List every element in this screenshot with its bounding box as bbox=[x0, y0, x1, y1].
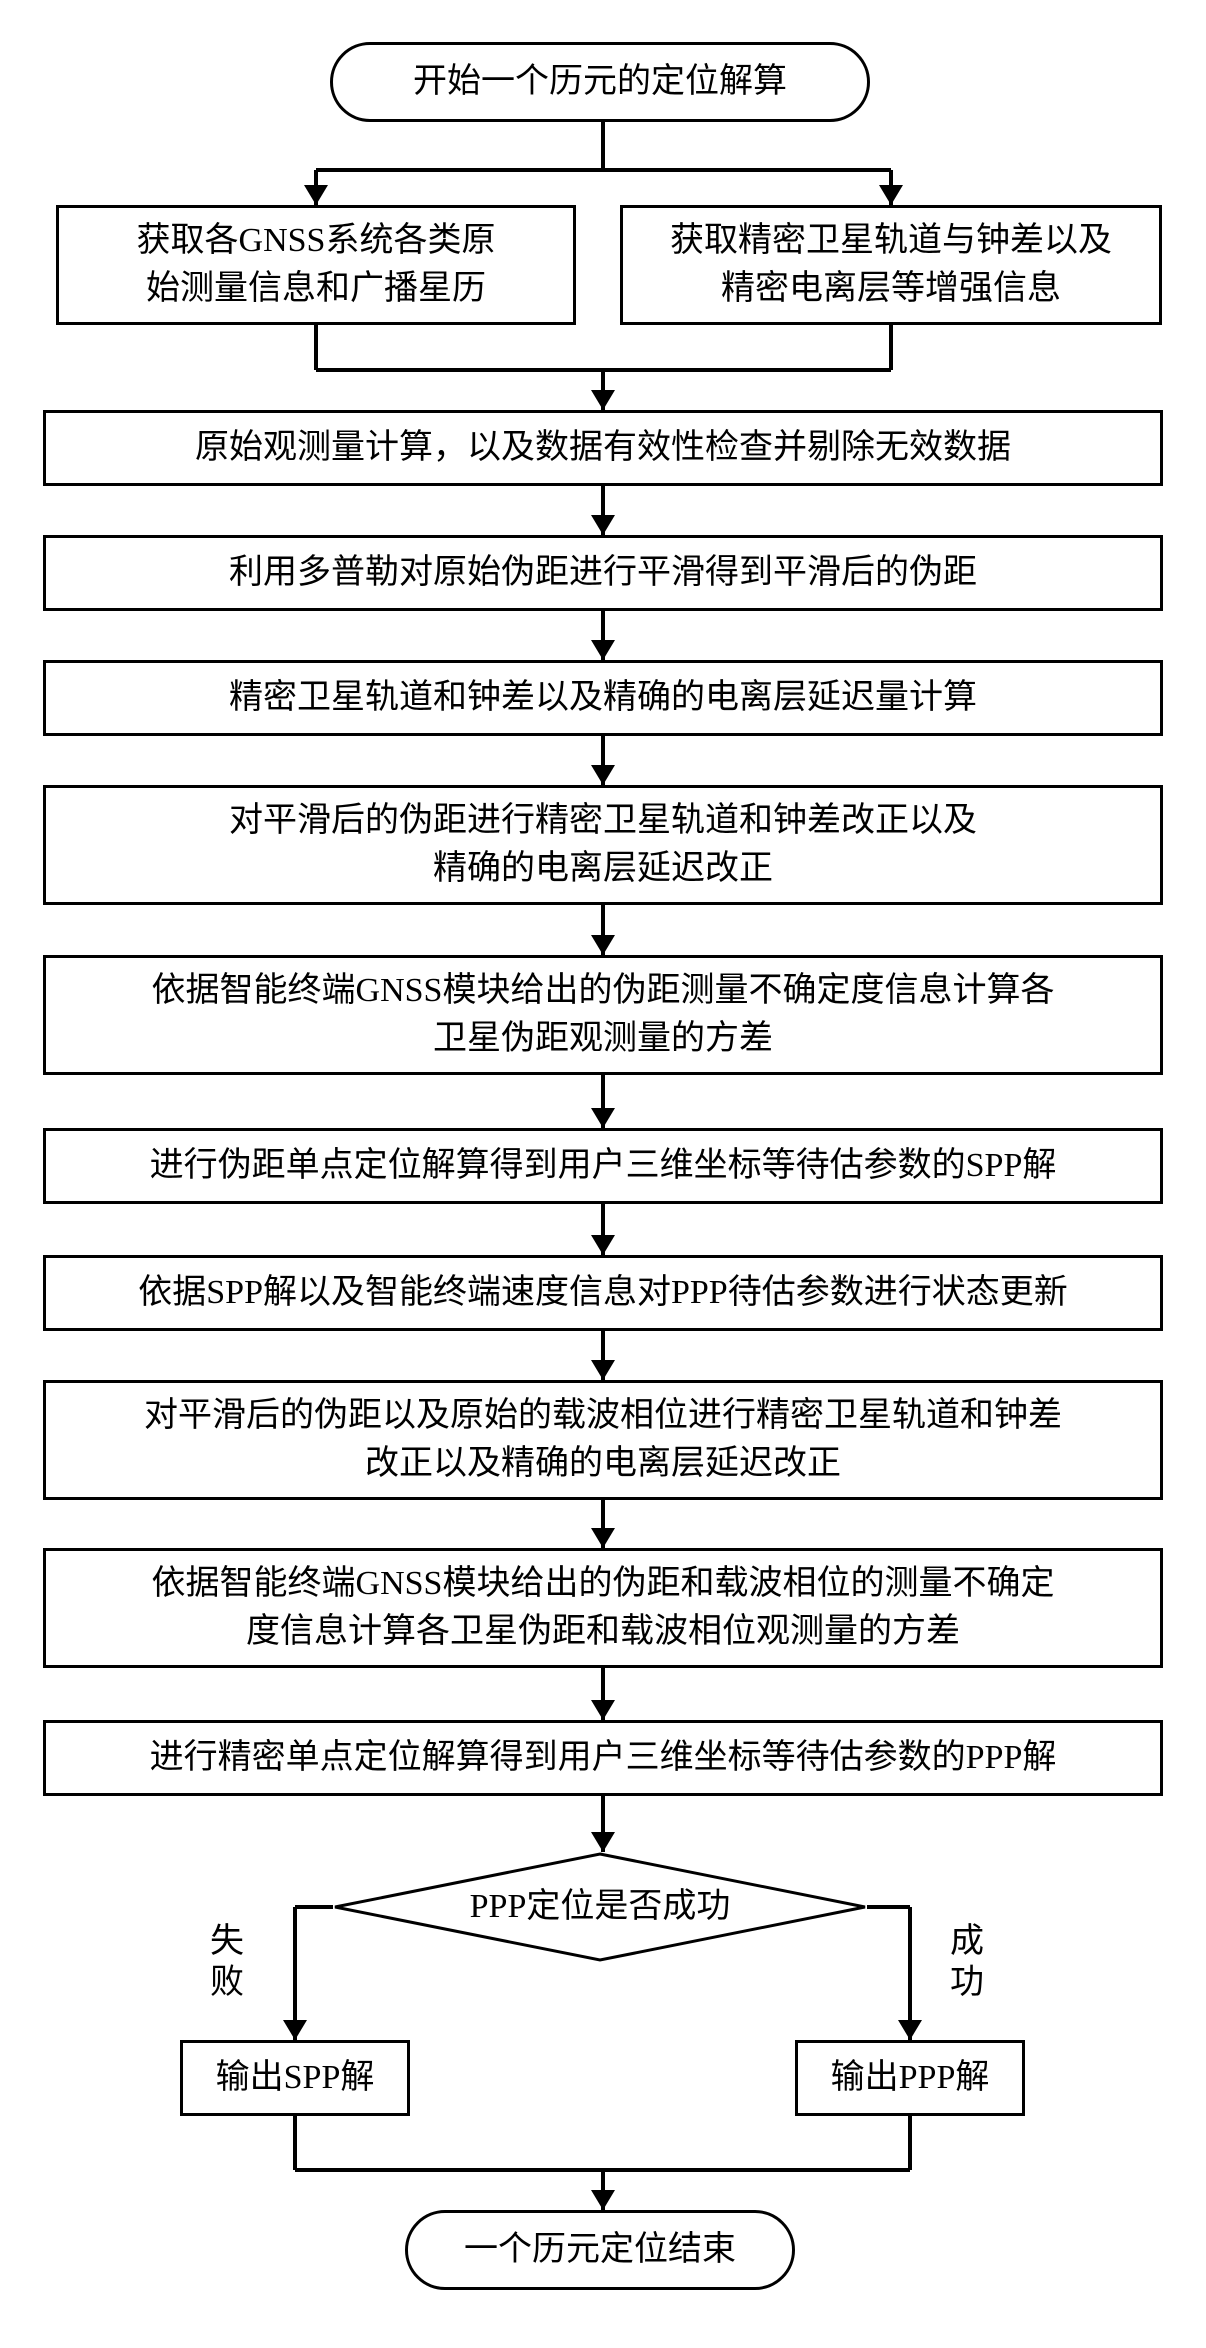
flowchart-node-p10: 依据智能终端GNSS模块给出的伪距和载波相位的测量不确定 度信息计算各卫星伪距和… bbox=[43, 1548, 1163, 1668]
flowchart-node-p9: 对平滑后的伪距以及原始的载波相位进行精密卫星轨道和钟差 改正以及精确的电离层延迟… bbox=[43, 1380, 1163, 1500]
flowchart-node-p2: 原始观测量计算，以及数据有效性检查并剔除无效数据 bbox=[43, 410, 1163, 486]
flowchart-node-p1b: 获取精密卫星轨道与钟差以及 精密电离层等增强信息 bbox=[620, 205, 1162, 325]
flowchart-node-p5: 对平滑后的伪距进行精密卫星轨道和钟差改正以及 精确的电离层延迟改正 bbox=[43, 785, 1163, 905]
node-label: 一个历元定位结束 bbox=[464, 2226, 736, 2274]
node-label: 原始观测量计算，以及数据有效性检查并剔除无效数据 bbox=[195, 424, 1011, 472]
node-label: 获取精密卫星轨道与钟差以及 精密电离层等增强信息 bbox=[670, 217, 1112, 312]
node-label: 进行伪距单点定位解算得到用户三维坐标等待估参数的SPP解 bbox=[150, 1142, 1057, 1190]
node-label: 开始一个历元的定位解算 bbox=[413, 58, 787, 106]
flowchart-node-outppp: 输出PPP解 bbox=[795, 2040, 1025, 2116]
flowchart-node-p4: 精密卫星轨道和钟差以及精确的电离层延迟量计算 bbox=[43, 660, 1163, 736]
flowchart-node-p11: 进行精密单点定位解算得到用户三维坐标等待估参数的PPP解 bbox=[43, 1720, 1163, 1796]
node-label: 利用多普勒对原始伪距进行平滑得到平滑后的伪距 bbox=[229, 549, 977, 597]
node-label: 依据SPP解以及智能终端速度信息对PPP待估参数进行状态更新 bbox=[138, 1269, 1067, 1317]
flowchart-node-d1: PPP定位是否成功 bbox=[333, 1852, 867, 1962]
flowchart-node-p6: 依据智能终端GNSS模块给出的伪距测量不确定度信息计算各 卫星伪距观测量的方差 bbox=[43, 955, 1163, 1075]
flowchart-container: 开始一个历元的定位解算获取各GNSS系统各类原 始测量信息和广播星历 获取精密卫星… bbox=[0, 20, 1206, 2328]
node-label: 对平滑后的伪距以及原始的载波相位进行精密卫星轨道和钟差 改正以及精确的电离层延迟… bbox=[144, 1392, 1062, 1487]
flowchart-node-p7: 进行伪距单点定位解算得到用户三维坐标等待估参数的SPP解 bbox=[43, 1128, 1163, 1204]
node-label: 精密卫星轨道和钟差以及精确的电离层延迟量计算 bbox=[229, 674, 977, 722]
node-label: 对平滑后的伪距进行精密卫星轨道和钟差改正以及 精确的电离层延迟改正 bbox=[229, 797, 977, 892]
flowchart-node-end: 一个历元定位结束 bbox=[405, 2210, 795, 2290]
flowchart-node-p1a: 获取各GNSS系统各类原 始测量信息和广播星历 bbox=[56, 205, 576, 325]
flowchart-node-start: 开始一个历元的定位解算 bbox=[330, 42, 870, 122]
flowchart-node-p8: 依据SPP解以及智能终端速度信息对PPP待估参数进行状态更新 bbox=[43, 1255, 1163, 1331]
node-label: 输出SPP解 bbox=[216, 2054, 375, 2102]
flowchart-node-outspp: 输出SPP解 bbox=[180, 2040, 410, 2116]
node-label: 进行精密单点定位解算得到用户三维坐标等待估参数的PPP解 bbox=[150, 1734, 1057, 1782]
edge-label-fail: 失 败 bbox=[210, 1922, 244, 2004]
node-label: PPP定位是否成功 bbox=[470, 1883, 731, 1931]
flowchart-node-p3: 利用多普勒对原始伪距进行平滑得到平滑后的伪距 bbox=[43, 535, 1163, 611]
node-label: 依据智能终端GNSS模块给出的伪距测量不确定度信息计算各 卫星伪距观测量的方差 bbox=[152, 967, 1055, 1062]
node-label: 获取各GNSS系统各类原 始测量信息和广播星历 bbox=[137, 217, 496, 312]
node-label: 依据智能终端GNSS模块给出的伪距和载波相位的测量不确定 度信息计算各卫星伪距和… bbox=[152, 1560, 1055, 1655]
edge-label-success: 成 功 bbox=[950, 1922, 984, 2004]
node-label: 输出PPP解 bbox=[831, 2054, 990, 2102]
